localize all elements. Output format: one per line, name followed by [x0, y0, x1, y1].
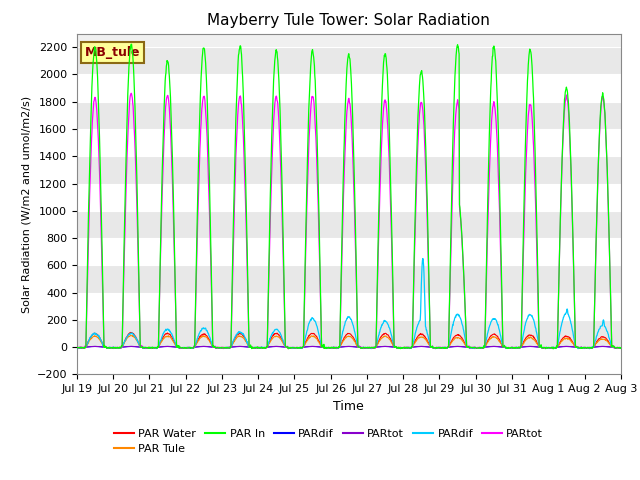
- PARtot: [127, 90, 135, 96]
- Legend: PAR Water, PAR Tule, PAR In, PARdif, PARtot, PARdif, PARtot: PAR Water, PAR Tule, PAR In, PARdif, PAR…: [109, 424, 548, 459]
- PARtot: [341, 344, 349, 349]
- PAR In: [589, 344, 597, 350]
- PARtot: [73, 345, 81, 350]
- Bar: [77, 238, 621, 265]
- PARdif: [352, 344, 360, 350]
- PAR Water: [402, 346, 410, 351]
- Bar: [77, 129, 621, 156]
- PARdif: [586, 346, 593, 351]
- Bar: [77, 102, 621, 129]
- PARtot: [432, 346, 440, 352]
- PAR In: [504, 345, 512, 350]
- Line: PAR Tule: PAR Tule: [77, 336, 640, 349]
- Line: PARtot: PARtot: [77, 347, 640, 349]
- Bar: [77, 156, 621, 183]
- PAR In: [73, 345, 81, 350]
- PAR Tule: [164, 333, 172, 339]
- PAR Tule: [504, 345, 512, 350]
- Title: Mayberry Tule Tower: Solar Radiation: Mayberry Tule Tower: Solar Radiation: [207, 13, 490, 28]
- PAR In: [127, 41, 135, 47]
- PARtot: [589, 344, 597, 350]
- X-axis label: Time: Time: [333, 400, 364, 413]
- PARtot: [352, 344, 360, 350]
- Line: PAR In: PAR In: [77, 44, 640, 349]
- PAR Tule: [353, 342, 360, 348]
- PARdif: [164, 344, 172, 349]
- PARtot: [504, 345, 512, 351]
- Y-axis label: Solar Radiation (W/m2 and umol/m2/s): Solar Radiation (W/m2 and umol/m2/s): [21, 96, 31, 312]
- PARtot: [91, 344, 99, 349]
- PARdif: [589, 343, 597, 349]
- PARdif: [164, 326, 172, 332]
- Bar: [77, 320, 621, 347]
- Line: PAR Water: PAR Water: [77, 332, 640, 348]
- PAR Tule: [589, 344, 597, 350]
- Line: PARdif: PARdif: [77, 347, 640, 348]
- Line: PARdif: PARdif: [77, 259, 640, 349]
- PAR Water: [164, 331, 172, 336]
- PAR Tule: [342, 335, 349, 341]
- PARtot: [73, 345, 81, 351]
- Bar: [77, 211, 621, 238]
- PARtot: [341, 148, 349, 154]
- PARdif: [341, 344, 349, 349]
- PAR Water: [504, 345, 512, 351]
- PARtot: [589, 344, 597, 350]
- PARtot: [164, 344, 172, 349]
- Bar: [77, 47, 621, 74]
- PAR In: [352, 249, 360, 255]
- PARdif: [73, 345, 81, 351]
- PAR Water: [589, 344, 597, 350]
- PAR Water: [352, 340, 360, 346]
- Bar: [77, 347, 621, 374]
- PARdif: [589, 344, 597, 350]
- PARtot: [164, 93, 172, 98]
- Bar: [77, 74, 621, 102]
- PAR In: [549, 346, 557, 352]
- Bar: [77, 183, 621, 211]
- PARdif: [504, 345, 512, 351]
- PARtot: [504, 345, 512, 351]
- PAR Tule: [127, 333, 134, 338]
- PARdif: [504, 345, 512, 351]
- PARdif: [352, 335, 360, 340]
- PARdif: [341, 321, 349, 326]
- Text: MB_tule: MB_tule: [85, 46, 140, 59]
- Line: PARtot: PARtot: [77, 93, 640, 348]
- PARdif: [419, 256, 427, 262]
- PARtot: [352, 265, 360, 271]
- PAR In: [341, 111, 349, 117]
- PARdif: [74, 346, 81, 352]
- PARtot: [360, 346, 368, 351]
- PAR In: [164, 59, 172, 64]
- PARdif: [91, 344, 99, 349]
- PAR Water: [341, 334, 349, 339]
- Bar: [77, 265, 621, 293]
- PAR Tule: [73, 345, 81, 350]
- PAR Water: [127, 329, 134, 335]
- PARdif: [73, 345, 81, 351]
- PAR Tule: [285, 346, 292, 352]
- PAR Water: [73, 345, 81, 351]
- Bar: [77, 293, 621, 320]
